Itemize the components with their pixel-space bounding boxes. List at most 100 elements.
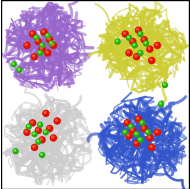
Circle shape [144,41,149,46]
Circle shape [150,146,152,148]
Circle shape [141,37,147,43]
Circle shape [34,35,39,40]
Circle shape [45,33,50,38]
Circle shape [25,43,27,46]
Circle shape [128,124,133,129]
Circle shape [162,83,167,88]
Circle shape [124,120,130,126]
Circle shape [159,101,164,106]
Circle shape [127,134,129,136]
Circle shape [33,133,35,134]
Circle shape [26,124,31,129]
Circle shape [30,120,36,126]
Circle shape [130,127,136,133]
Circle shape [135,142,137,144]
Circle shape [11,62,16,67]
Circle shape [38,122,43,127]
Circle shape [154,42,160,48]
Circle shape [154,129,160,135]
Circle shape [127,36,129,38]
Circle shape [44,112,46,114]
Circle shape [134,141,140,147]
Circle shape [141,125,147,132]
Circle shape [13,149,18,154]
Circle shape [32,132,37,137]
Circle shape [138,50,143,55]
Circle shape [145,42,146,44]
Circle shape [35,36,37,38]
Circle shape [124,131,125,132]
Circle shape [131,129,133,131]
Circle shape [41,44,42,46]
Circle shape [47,125,53,132]
Circle shape [139,138,141,140]
Circle shape [142,127,144,129]
Circle shape [137,28,139,30]
Circle shape [126,133,132,139]
Circle shape [52,43,54,46]
Circle shape [135,55,137,57]
Circle shape [46,34,48,36]
Circle shape [138,32,143,36]
Circle shape [141,121,142,123]
Circle shape [137,117,139,119]
Circle shape [44,131,46,132]
Circle shape [31,121,33,123]
Circle shape [132,43,137,48]
Circle shape [134,54,140,60]
Circle shape [130,39,136,45]
Circle shape [49,41,54,46]
Circle shape [24,42,30,48]
Circle shape [35,127,41,133]
Circle shape [149,57,155,64]
Circle shape [37,140,39,142]
Circle shape [30,31,36,37]
Circle shape [127,51,129,53]
Circle shape [115,39,120,44]
Circle shape [139,33,141,34]
Circle shape [55,119,58,121]
Circle shape [146,130,150,135]
Circle shape [14,150,16,151]
Circle shape [43,130,48,135]
Circle shape [42,30,44,32]
Circle shape [142,38,144,40]
Circle shape [41,153,42,155]
Circle shape [40,43,44,48]
Circle shape [36,40,39,42]
Circle shape [135,27,142,33]
Circle shape [146,131,148,132]
Circle shape [17,67,22,72]
Circle shape [32,54,38,60]
Circle shape [116,40,118,42]
Circle shape [129,125,131,127]
Circle shape [45,50,51,56]
Circle shape [123,130,128,135]
Circle shape [148,136,150,138]
Circle shape [156,43,158,46]
Circle shape [54,118,60,124]
Circle shape [148,47,150,49]
Circle shape [135,116,142,122]
Circle shape [140,120,145,125]
Circle shape [127,35,131,40]
Circle shape [133,44,135,46]
Circle shape [39,51,40,53]
Circle shape [43,110,49,116]
Circle shape [38,50,43,55]
Circle shape [48,38,50,40]
Circle shape [35,39,41,45]
Circle shape [39,46,45,52]
Circle shape [134,132,139,137]
Circle shape [156,130,158,132]
Circle shape [33,55,35,57]
Circle shape [125,121,127,123]
Circle shape [40,138,42,140]
Circle shape [138,137,143,142]
Circle shape [163,84,165,85]
Circle shape [139,51,141,53]
Circle shape [27,125,29,127]
Circle shape [25,130,27,132]
Circle shape [40,153,44,157]
Circle shape [47,37,53,43]
